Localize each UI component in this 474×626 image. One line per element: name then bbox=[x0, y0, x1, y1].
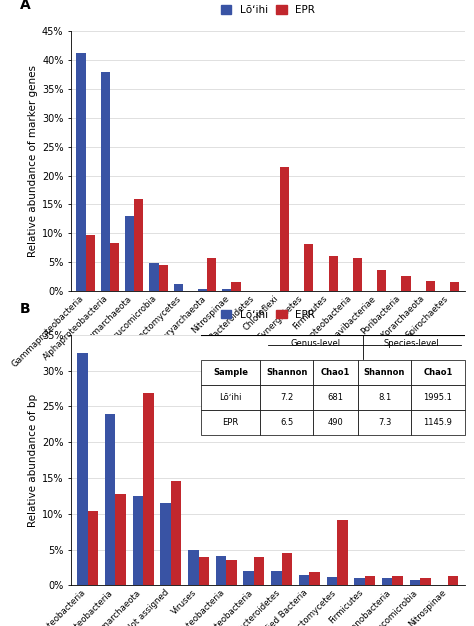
Bar bbox=[101, 72, 110, 291]
Bar bbox=[354, 578, 365, 585]
Bar bbox=[173, 284, 183, 291]
Bar bbox=[198, 289, 207, 291]
Bar bbox=[392, 576, 403, 585]
Bar bbox=[199, 557, 209, 585]
Bar bbox=[158, 265, 168, 291]
Y-axis label: Relative abundance of bp: Relative abundance of bp bbox=[27, 394, 37, 526]
Bar bbox=[401, 275, 410, 291]
Bar bbox=[426, 280, 435, 291]
Bar bbox=[377, 270, 386, 291]
Bar bbox=[337, 520, 347, 585]
Bar bbox=[327, 577, 337, 585]
Bar bbox=[149, 264, 158, 291]
Bar bbox=[116, 495, 126, 585]
Bar bbox=[76, 53, 86, 291]
Bar bbox=[410, 580, 420, 585]
Bar bbox=[110, 243, 119, 291]
Bar bbox=[226, 560, 237, 585]
Bar bbox=[328, 257, 338, 291]
Bar bbox=[77, 353, 88, 585]
Bar bbox=[353, 258, 362, 291]
Y-axis label: Relative abundance of marker genes: Relative abundance of marker genes bbox=[27, 65, 37, 257]
Bar bbox=[222, 289, 231, 291]
Bar bbox=[207, 258, 216, 291]
Bar bbox=[244, 571, 254, 585]
Legend: Lōʻihi, EPR: Lōʻihi, EPR bbox=[219, 3, 317, 17]
Bar bbox=[105, 414, 116, 585]
Bar bbox=[216, 556, 226, 585]
Bar bbox=[143, 393, 154, 585]
Bar bbox=[271, 571, 282, 585]
Bar bbox=[382, 578, 392, 585]
Bar bbox=[299, 575, 310, 585]
Bar bbox=[88, 511, 98, 585]
Bar bbox=[254, 557, 264, 585]
Bar bbox=[125, 216, 134, 291]
Bar bbox=[160, 503, 171, 585]
Bar bbox=[86, 235, 95, 291]
Text: B: B bbox=[20, 302, 31, 316]
Bar bbox=[134, 199, 144, 291]
Bar bbox=[448, 576, 458, 585]
Bar bbox=[282, 553, 292, 585]
Bar bbox=[133, 496, 143, 585]
Bar bbox=[188, 550, 199, 585]
Bar bbox=[280, 167, 289, 291]
Bar bbox=[310, 572, 320, 585]
Bar bbox=[304, 244, 313, 291]
Text: A: A bbox=[20, 0, 31, 11]
Bar bbox=[450, 282, 459, 291]
Bar bbox=[231, 282, 241, 291]
Bar bbox=[171, 481, 182, 585]
Legend: Lōʻihi, EPR: Lōʻihi, EPR bbox=[219, 307, 317, 322]
Bar bbox=[365, 576, 375, 585]
Bar bbox=[420, 578, 431, 585]
